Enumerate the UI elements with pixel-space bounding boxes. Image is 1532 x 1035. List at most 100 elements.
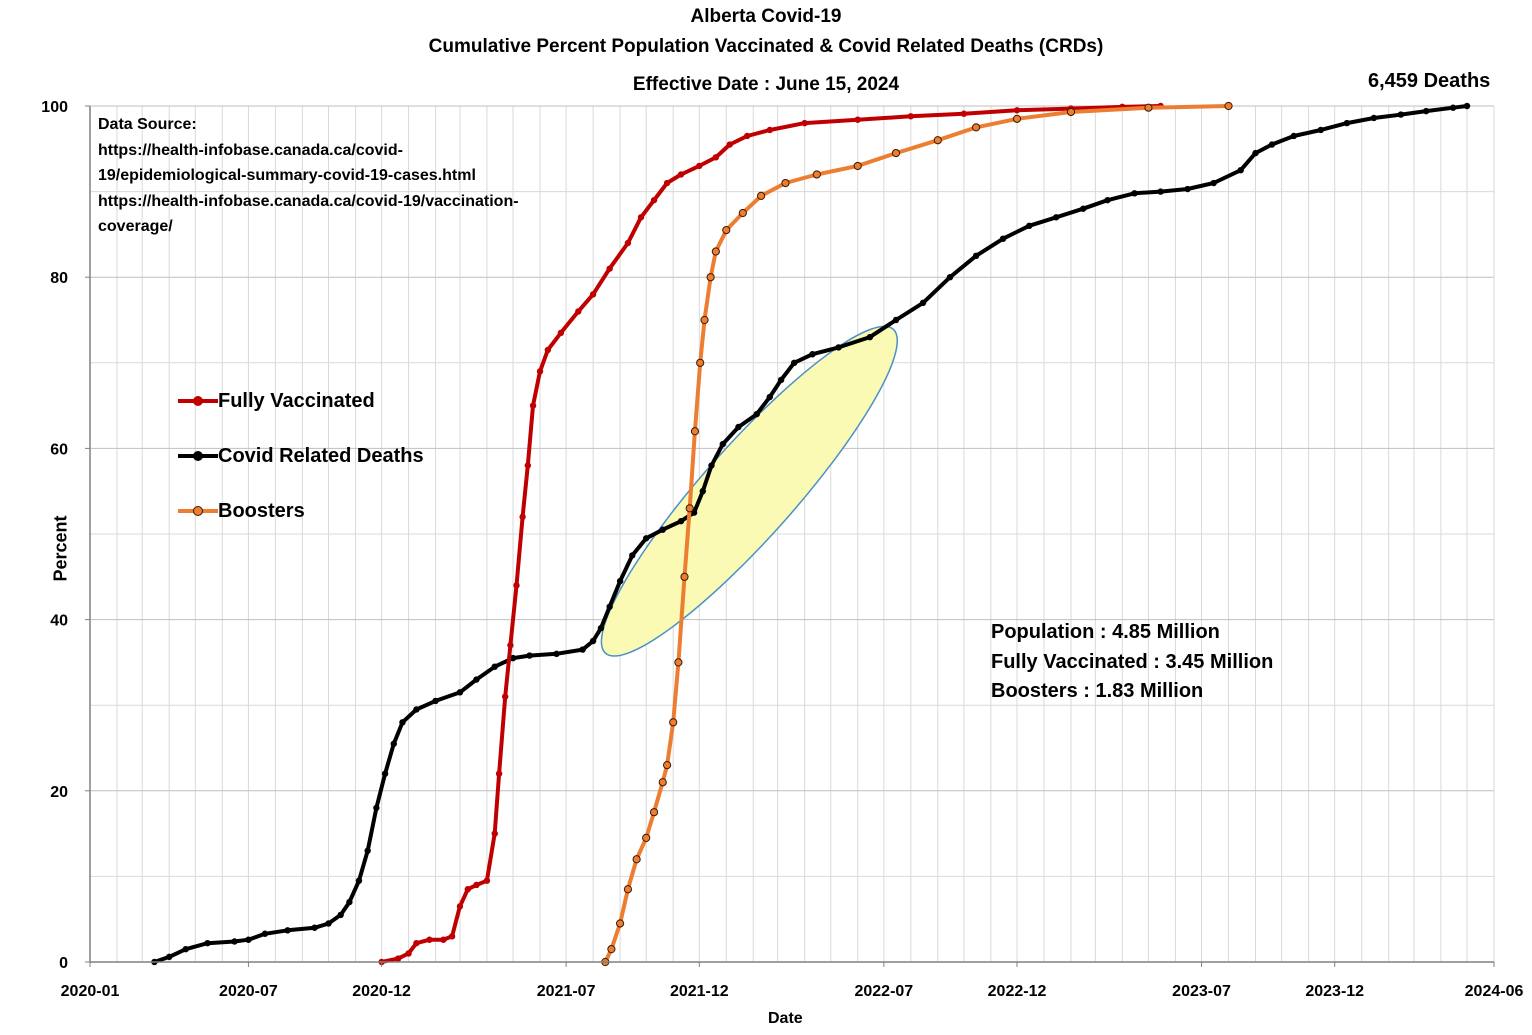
data-point [642,833,651,842]
data-point [907,113,915,120]
data-point [364,847,371,854]
data-source-line: Data Source: [98,116,197,133]
data-point [166,953,173,961]
data-point [615,919,625,928]
data-point [853,161,862,171]
data-point [1157,188,1164,195]
legend-label: Boosters [218,499,305,522]
data-point [669,718,678,727]
data-point [473,676,480,683]
series-boosters [601,101,1233,967]
data-point [473,881,480,889]
x-tick-label: 2021-07 [537,983,596,1000]
data-point [607,945,616,954]
data-point [946,274,954,281]
data-point [426,936,433,943]
data-point [662,761,672,770]
data-point [1237,167,1244,174]
data-point [809,351,816,358]
data-point [677,517,685,525]
x-tick-label: 2024-06 [1465,983,1524,1000]
data-point [933,136,942,145]
data-point [650,196,658,204]
data-point [677,171,685,178]
data-point [735,423,742,431]
data-point [1463,102,1471,110]
data-point [1252,149,1259,157]
stat-boosters: Boosters : 1.83 Million [991,680,1204,702]
data-point [1317,126,1324,134]
y-tick-label: 100 [41,99,68,116]
data-point [589,637,597,645]
data-point [1268,141,1276,148]
legend-item-fully-vaccinated: Fully Vaccinated [178,389,375,413]
data-point [448,933,456,940]
legend-item-boosters: Boosters [178,499,305,523]
data-point [311,924,318,931]
grid [89,105,1495,963]
data-point [204,939,211,947]
y-axis-label: Percent [50,515,71,582]
data-point [337,911,344,919]
data-point [1224,101,1233,111]
data-point [1012,114,1022,123]
data-point [381,770,389,777]
data-point [726,141,733,148]
x-tick-label: 2020-01 [61,983,120,1000]
data-point [529,402,537,409]
data-point [483,877,491,884]
data-point [812,170,821,179]
data-source-line: https://health-infobase.canada.ca/covid- [98,141,403,159]
data-point [440,936,447,943]
y-tick-label: 60 [50,441,68,458]
data-point [557,329,565,337]
data-point [712,154,720,161]
data-point [606,603,613,610]
data-point [891,148,901,158]
data-point [413,706,420,713]
data-point [1370,114,1378,122]
data-point [373,804,380,812]
data-point [464,886,471,893]
data-point [346,898,353,906]
data-point [674,658,683,667]
data-point [589,291,597,298]
x-tick-label: 2022-12 [988,983,1047,1000]
x-tick-label: 2020-12 [352,983,411,1000]
data-point [1079,205,1087,212]
legend-label: Covid Related Deaths [218,444,424,467]
data-point [690,427,700,436]
y-tick-label: 0 [59,955,68,972]
data-point [892,316,900,324]
data-point [643,535,650,542]
x-axis-label: Date [768,1010,803,1027]
data-point [801,119,808,127]
data-point [597,624,605,632]
data-point [753,410,760,418]
chart-subtitle: Cumulative Percent Population Vaccinated… [428,36,1104,57]
data-point [1449,104,1457,111]
data-point [575,308,582,315]
data-point [1052,214,1060,221]
data-point [1104,196,1111,204]
data-point [526,652,533,659]
data-point [1013,107,1021,114]
series-group [151,101,1471,967]
data-point [1422,107,1430,115]
data-point [972,252,980,259]
data-point [413,939,420,947]
x-tick-label: 2020-07 [219,983,278,1000]
data-point [999,235,1007,242]
data-point [663,179,671,187]
legend-swatch [178,451,218,461]
data-point [738,208,747,218]
data-point [355,877,363,884]
data-point [432,697,439,705]
chart-title: Alberta Covid-19 [690,6,842,27]
data-point [1025,222,1033,230]
stat-fully-vaccinated: Fully Vaccinated : 3.45 Million [991,650,1274,673]
legend-swatch [178,506,218,516]
data-point [781,178,790,188]
data-point [700,315,709,325]
data-point [1131,190,1138,197]
